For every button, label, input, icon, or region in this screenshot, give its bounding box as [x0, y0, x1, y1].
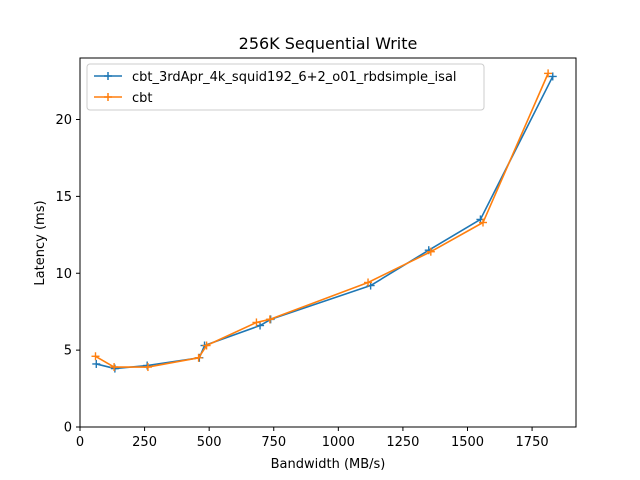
legend-label-1: cbt_3rdApr_4k_squid192_6+2_o01_rbdsimple…	[132, 70, 457, 85]
x-tick-label-3: 750	[261, 435, 286, 450]
x-tick-label-0: 0	[76, 435, 84, 450]
y-tick-label-1: 5	[64, 344, 72, 359]
y-axis-label: Latency (ms)	[33, 200, 48, 285]
series-2-point-3	[143, 363, 152, 372]
series-2-point-4	[194, 353, 203, 362]
x-tick-label-7: 1750	[516, 435, 549, 450]
legend: cbt_3rdApr_4k_squid192_6+2_o01_rbdsimple…	[86, 63, 485, 111]
x-tick-label-6: 1500	[451, 435, 484, 450]
x-tick-label-2: 500	[197, 435, 222, 450]
series-2-point-8	[364, 278, 373, 287]
plot-area-frame	[79, 57, 577, 428]
series-2-point-7	[265, 315, 274, 324]
series-2-point-9	[426, 247, 435, 256]
series-1-point-3	[143, 361, 152, 370]
series-1-point-2	[110, 364, 119, 373]
plot-layer	[91, 69, 557, 373]
legend-label-2: cbt	[132, 91, 153, 106]
y-tick-label-4: 20	[55, 113, 72, 128]
legend-entry-1: cbt_3rdApr_4k_squid192_6+2_o01_rbdsimple…	[94, 70, 457, 85]
series-2-point-2	[110, 363, 119, 372]
series-2-point-6	[252, 318, 261, 327]
x-tick-label-1: 250	[132, 435, 157, 450]
series-1-point-1	[92, 359, 101, 368]
chart-title: 256K Sequential Write	[239, 34, 418, 53]
series-2-point-11	[544, 69, 553, 78]
x-tick-label-4: 1000	[322, 435, 355, 450]
x-ticks: 0 250 500 750 1000 1250 1500 1750	[76, 427, 549, 450]
y-tick-label-2: 10	[55, 267, 72, 282]
legend-entry-2: cbt	[94, 91, 153, 106]
legend-box	[86, 63, 485, 111]
x-tick-label-5: 1250	[386, 435, 419, 450]
y-tick-label-3: 15	[55, 190, 72, 205]
y-tick-label-0: 0	[64, 421, 72, 436]
series-2-point-10	[479, 218, 487, 227]
series-1-point-11	[548, 72, 557, 81]
y-ticks: 0 5 10 15 20	[55, 113, 80, 436]
series-2-point-5	[202, 341, 211, 350]
series-2-point-1	[91, 352, 100, 361]
x-axis-label: Bandwidth (MB/s)	[271, 457, 386, 472]
